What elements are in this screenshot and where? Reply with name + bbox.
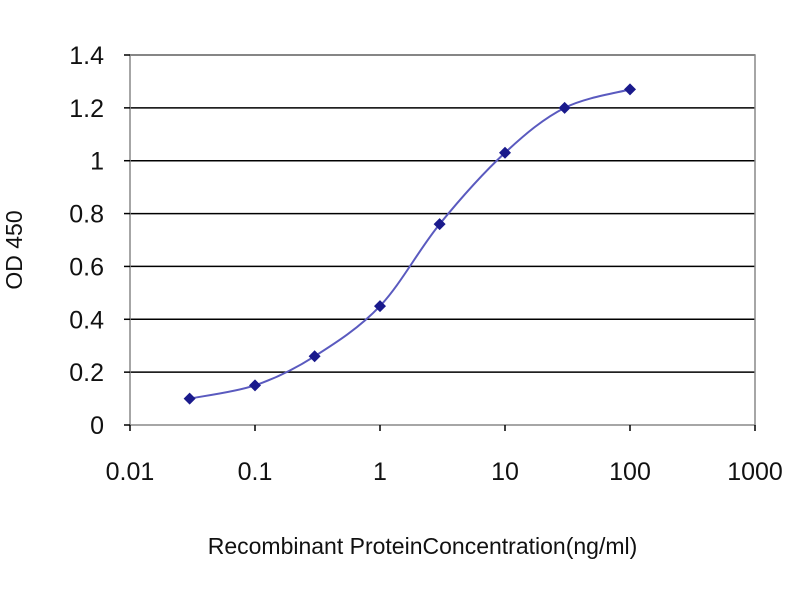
x-axis-title: Recombinant ProteinConcentration(ng/ml): [208, 533, 638, 559]
data-point: [499, 146, 511, 159]
x-tick-label: 10: [491, 458, 519, 486]
data-point: [249, 379, 261, 392]
y-tick-label: 0: [90, 412, 104, 440]
x-tick-label: 0.1: [238, 458, 273, 486]
data-point: [433, 218, 446, 231]
data-point: [558, 101, 571, 114]
data-point: [374, 300, 386, 313]
data-point: [183, 392, 196, 405]
y-axis-ticks: 0 0.2 0.4 0.6 0.8 1 1.2 1.4: [69, 42, 130, 440]
plot-frame: [129, 54, 756, 426]
x-axis-ticks: 0.01 0.1 1 10 100 1000: [106, 425, 783, 486]
series-curve: [189, 88, 631, 400]
y-tick-label: 1.2: [69, 95, 104, 123]
y-tick-label: 0.2: [69, 359, 104, 387]
x-tick-label: 100: [609, 458, 651, 486]
x-tick-label: 0.01: [106, 458, 155, 486]
y-axis-title: OD 450: [1, 210, 27, 289]
y-tick-label: 0.4: [69, 306, 104, 334]
y-tick-label: 1.4: [69, 42, 104, 70]
gridlines: [130, 54, 755, 373]
y-tick-label: 0.6: [69, 253, 104, 281]
x-tick-label: 1000: [727, 458, 783, 486]
y-tick-label: 1: [90, 148, 104, 176]
y-tick-label: 0.8: [69, 201, 104, 229]
data-point: [624, 83, 636, 96]
series-points: [183, 83, 636, 405]
x-tick-label: 1: [373, 458, 387, 486]
data-point: [308, 350, 321, 363]
